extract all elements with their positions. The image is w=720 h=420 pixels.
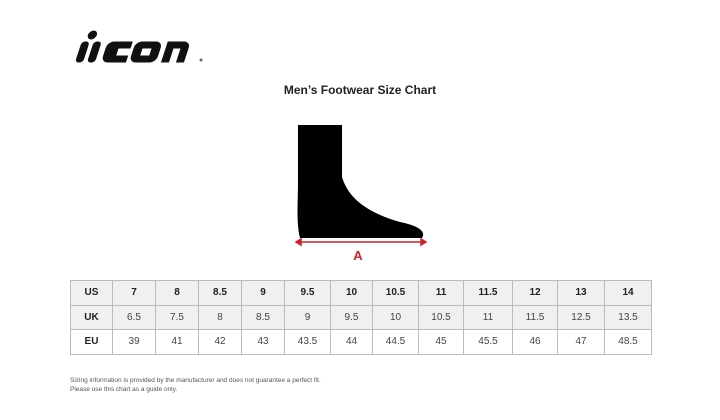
size-cell: 43 <box>241 329 285 355</box>
icon-logo <box>75 30 203 63</box>
table-row-eu: EU 39 41 42 43 43.5 44 44.5 45 45.5 46 47 48.5 <box>70 329 652 355</box>
size-cell: 39 <box>112 329 156 355</box>
size-cell: 10.5 <box>372 280 419 306</box>
size-cell: 14 <box>604 280 652 306</box>
size-cell: 48.5 <box>604 329 652 355</box>
size-cell: 42 <box>198 329 242 355</box>
size-cell: 43.5 <box>284 329 331 355</box>
size-cell: 9 <box>241 280 285 306</box>
size-cell: 9.5 <box>330 304 373 330</box>
table-row-uk: UK 6.5 7.5 8 8.5 9 9.5 10 10.5 11 11.5 12.5 13.5 <box>70 304 652 330</box>
size-cell: 8 <box>198 304 242 330</box>
size-cell: 11 <box>463 304 513 330</box>
measure-arrow <box>294 237 428 247</box>
measure-label: A <box>353 248 363 262</box>
size-cell: 47 <box>557 329 605 355</box>
size-cell: 7.5 <box>155 304 199 330</box>
size-cell: 8.5 <box>198 280 242 306</box>
size-cell: 12.5 <box>557 304 605 330</box>
size-cell: 11 <box>418 280 464 306</box>
size-cell: 44.5 <box>372 329 419 355</box>
size-cell: 10 <box>330 280 373 306</box>
size-cell: 41 <box>155 329 199 355</box>
size-cell: 45.5 <box>463 329 513 355</box>
size-cell: 11.5 <box>463 280 513 306</box>
size-cell: 13 <box>557 280 605 306</box>
size-cell: 11.5 <box>512 304 558 330</box>
foot-silhouette <box>297 125 424 238</box>
size-cell: 46 <box>512 329 558 355</box>
size-cell: 8.5 <box>241 304 285 330</box>
disclaimer-note: Sizing information is provided by the ma… <box>70 376 321 394</box>
note-line: Please use this chart as a guide only. <box>70 386 178 393</box>
foot-diagram: A <box>294 125 428 262</box>
size-cell: 6.5 <box>112 304 156 330</box>
size-cell: 13.5 <box>604 304 652 330</box>
row-header: EU <box>70 329 113 355</box>
size-cell: 10 <box>372 304 419 330</box>
size-cell: 7 <box>112 280 156 306</box>
size-cell: 44 <box>330 329 373 355</box>
size-cell: 9.5 <box>284 280 331 306</box>
row-header: UK <box>70 304 113 330</box>
size-cell: 12 <box>512 280 558 306</box>
size-cell: 9 <box>284 304 331 330</box>
size-cell: 10.5 <box>418 304 464 330</box>
row-header: US <box>70 280 113 306</box>
size-cell: 45 <box>418 329 464 355</box>
page-title: Men’s Footwear Size Chart <box>283 83 437 97</box>
table-row-us: US 7 8 8.5 9 9.5 10 10.5 11 11.5 12 13 14 <box>70 280 652 306</box>
note-line: Sizing information is provided by the ma… <box>70 377 321 384</box>
size-table: US 7 8 8.5 9 9.5 10 10.5 11 11.5 12 13 14 UK 6.5 7.5 8 8.… <box>70 280 652 355</box>
size-cell: 8 <box>155 280 199 306</box>
